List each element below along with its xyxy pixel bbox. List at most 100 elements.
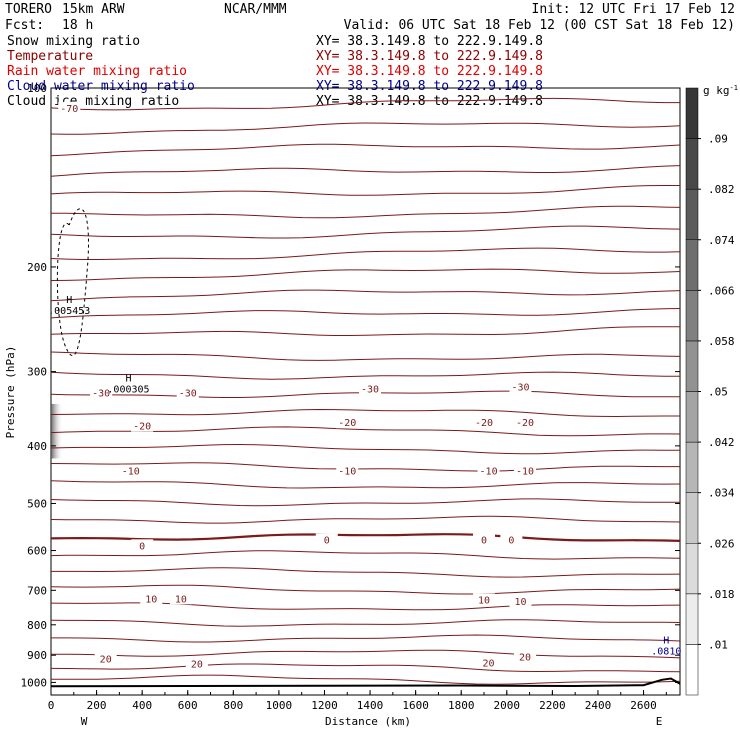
y-tick-label: 500 [27,497,47,510]
colorbar-label: .026 [708,537,735,550]
contour-label-bg [336,464,359,477]
contour-label: -10 [338,466,356,477]
isotherm-line [50,462,680,472]
colorbar-label: .09 [708,133,728,146]
contour-label: 20 [519,653,531,664]
contour-label: 0 [508,536,514,547]
contour-label-bg [473,416,496,429]
contour-labels: -70 -30 -30 -30 -30 -20 -20 -20 -20 -10 -10 -10 -10 0… [58,101,537,671]
contour-label-bg [514,464,537,477]
contour-label: -10 [122,466,140,477]
y-tick-label: 900 [27,649,47,662]
contour-label: 20 [100,655,112,666]
isotherm-line [50,533,681,542]
contour-label-bg [119,464,142,477]
colorbar-bin [685,290,699,342]
header-resolution: 15km ARW [62,2,125,17]
isotherm-line [50,143,681,157]
isotherm-line [50,225,681,239]
contour-label: -10 [480,466,498,477]
colorbar: .01 .018 .026 .034 .042 .05 .058 .066 .074 .082 .0… [685,87,735,696]
contour-label-bg [94,652,117,665]
maximum-value: .000305 [107,385,149,396]
contour-label-bg [140,592,163,605]
contour-label-bg [514,650,537,663]
isotherm-line [50,619,681,627]
y-tick-label: 800 [27,619,47,632]
contour-label-bg [315,533,338,546]
contour-label: 10 [478,595,490,606]
maximum-symbol: H [663,635,669,646]
colorbar-label: .058 [708,335,735,348]
isotherm-line [50,480,681,489]
isotherm-line [50,122,681,135]
colorbar-label: .066 [708,284,735,297]
isotherm-line [50,584,681,595]
y-tick-label: 100 [27,82,47,95]
x-tick-label: 800 [223,699,243,712]
maximum-symbol: H [125,374,131,385]
y-tick-label: 700 [27,584,47,597]
y-axis-title: Pressure (hPa) [4,346,17,439]
contour-label-bg [90,386,113,399]
contour-label-bg [131,419,154,432]
y-tick-label: 200 [27,261,47,274]
contour-label-bg [359,382,382,395]
isotherm-line [51,205,681,219]
colorbar-label: .018 [708,588,735,601]
contour-label: 10 [145,594,157,605]
isotherm-line [50,674,681,685]
contour-label-bg [500,533,523,546]
contour-label: 0 [481,536,487,547]
isotherm-line [50,97,680,111]
ice-shading [51,403,63,459]
x-tick-label: 2400 [585,699,612,712]
colorbar-label: .074 [708,234,735,247]
contour-label: -20 [475,418,493,429]
contour-label: 10 [514,597,526,608]
plot-area: -70 -30 -30 -30 -30 -20 -20 -20 -20 -10 -10 -10 -10 0… [48,87,681,696]
contour-label: -20 [516,418,534,429]
maximum-value: .0810 [651,646,681,657]
maximum-symbol: H [66,295,72,306]
contour-label-bg [473,593,496,606]
terrain-line [50,677,681,688]
contour-label: 20 [191,660,203,671]
isotherm-line [50,550,681,560]
colorbar-bin [685,138,699,190]
legend-field-xy: XY= 38.3.149.8 to 222.9.149.8 [316,49,543,64]
colorbar-label: .05 [708,386,728,399]
colorbar-bin [685,593,699,645]
colorbar-label: .042 [708,436,735,449]
legend-field-name: Snow mixing ratio [7,34,140,49]
isotherm-line [50,371,681,380]
contour-label: 10 [175,594,187,605]
contour-label-bg [185,657,208,670]
contour-label-bg [169,592,192,605]
isotherm-line [50,165,681,177]
isotherm-line [51,634,681,643]
y-tick-label: 1000 [21,676,48,689]
y-tick-label: 400 [27,440,47,453]
header-init: Init: 12 UTC Fri 17 Feb 12 [532,2,736,17]
contour-label: -10 [516,466,534,477]
legend-field-name: Rain water mixing ratio [7,64,187,79]
colorbar-bin [685,441,699,493]
isotherm-line [50,443,680,455]
x-tick-label: 1800 [448,699,475,712]
header-org: NCAR/MMM [224,2,287,17]
x-tick-label: 2200 [539,699,566,712]
legend-field-xy: XY= 38.3.149.8 to 222.9.149.8 [316,34,543,49]
colorbar-bin [685,87,699,139]
colorbar-bin [685,188,699,241]
contour-label-bg [509,595,532,608]
contour-label-bg [477,656,500,669]
contour-label: -30 [511,383,529,394]
contour-label: -30 [179,388,197,399]
legend-field-name: Cloud water mixing ratio [7,79,195,94]
colorbar-bin [685,340,699,392]
x-axis-west-label: W [81,715,88,728]
